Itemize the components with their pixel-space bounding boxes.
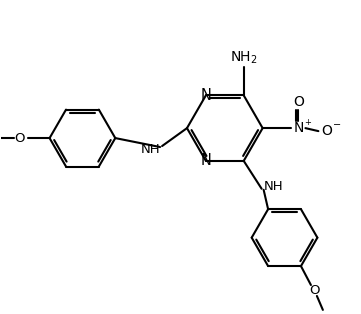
Text: NH: NH	[264, 180, 283, 193]
Text: NH: NH	[140, 143, 160, 155]
Text: N: N	[200, 154, 211, 168]
Text: +: +	[304, 118, 311, 127]
Text: O: O	[310, 284, 320, 297]
Text: N: N	[200, 88, 211, 103]
Text: NH$_2$: NH$_2$	[230, 49, 257, 66]
Text: O: O	[321, 124, 332, 138]
Text: N: N	[293, 121, 304, 135]
Text: −: −	[333, 120, 342, 130]
Text: O: O	[14, 132, 25, 144]
Text: O: O	[293, 95, 304, 109]
